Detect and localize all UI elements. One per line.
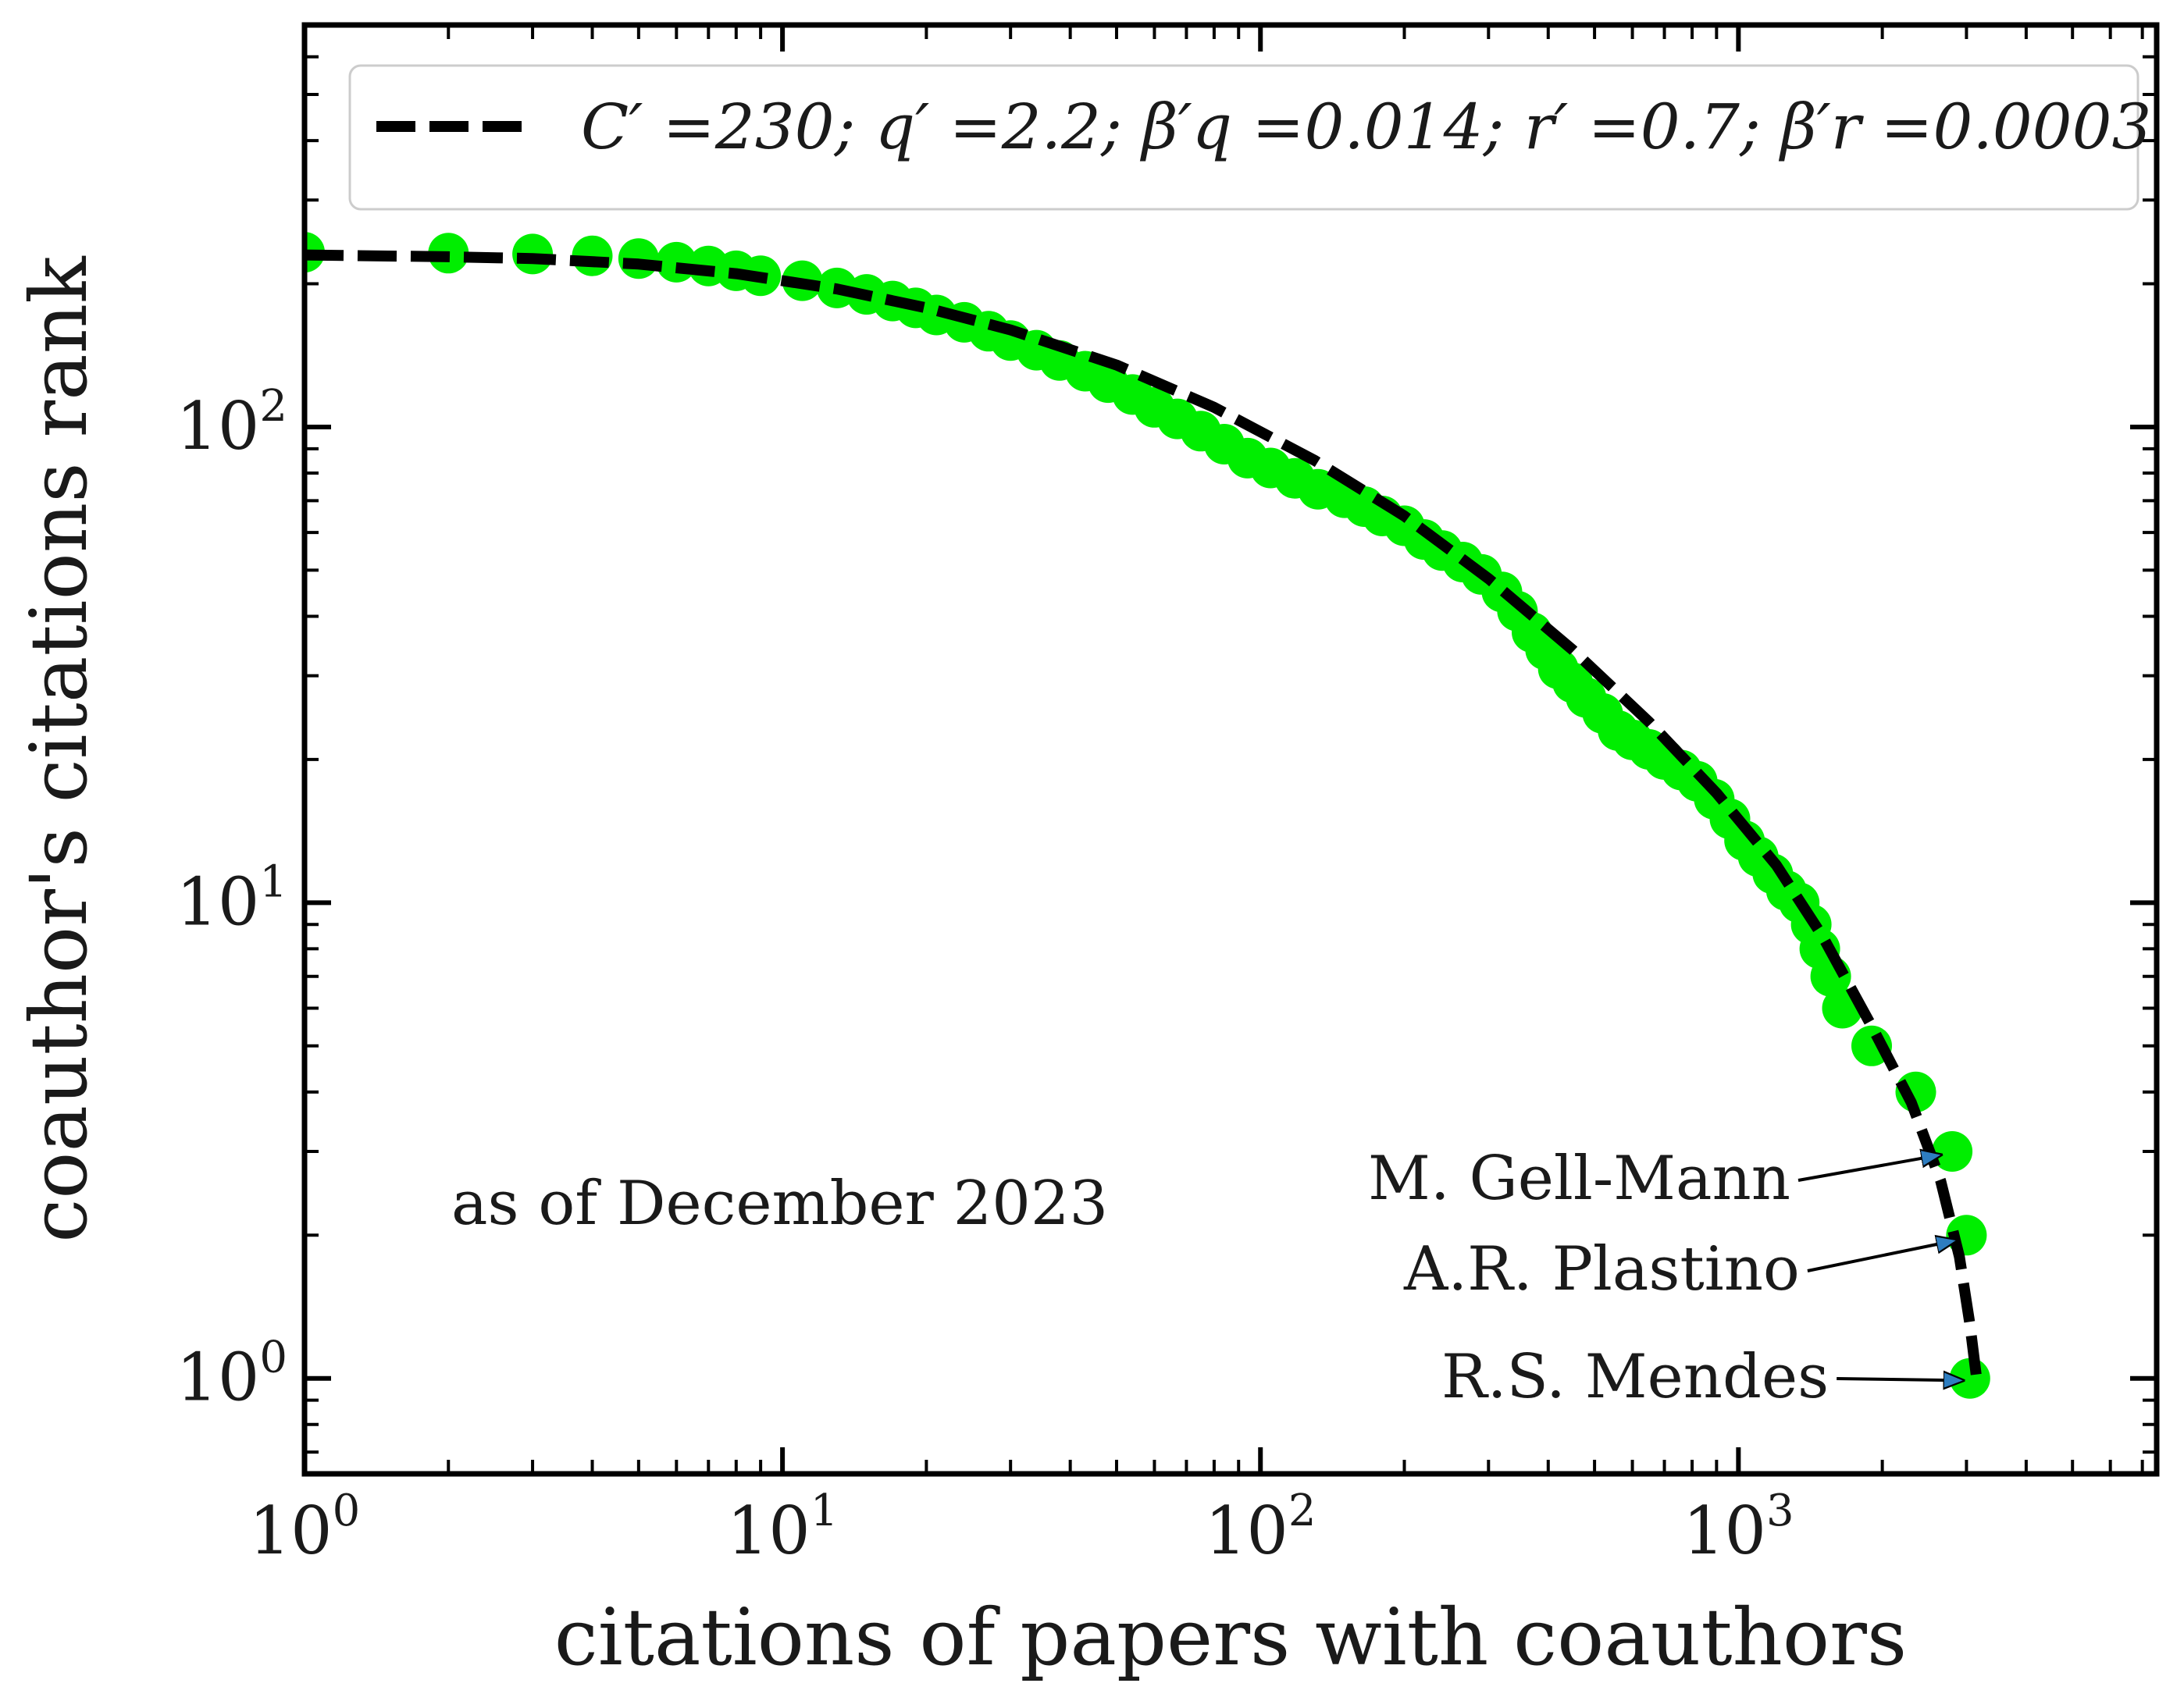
- annotation-mendes: R.S. Mendes: [1441, 1342, 1829, 1412]
- legend-entry-fit: C′ =230; q′ =2.2; β′q =0.014; r′ =0.7; β…: [581, 91, 2151, 163]
- x-tick-label-0: 100: [249, 1486, 361, 1569]
- fit-layer: [305, 249, 1983, 1379]
- annotation-arrow-1: [1797, 1155, 1940, 1182]
- x-tick-label-1: 101: [727, 1486, 839, 1569]
- annotation-gell-mann: M. Gell-Mann: [1368, 1144, 1790, 1214]
- fit-curve: [305, 249, 1983, 1379]
- y-tick-label-0: 100: [176, 1333, 287, 1416]
- annotation-arrow-2: [1807, 1240, 1956, 1272]
- legend-box: [348, 64, 2139, 211]
- legend: C′ =230; q′ =2.2; β′q =0.014; r′ =0.7; β…: [348, 64, 2151, 211]
- x-tick-label-3: 103: [1683, 1486, 1794, 1569]
- y-axis-label: coauthor's citations rank: [13, 255, 105, 1243]
- annotation-arrow-3: [1837, 1379, 1963, 1380]
- x-tick-label-2: 102: [1205, 1486, 1316, 1569]
- annotation-arrows: [1797, 1155, 1963, 1380]
- annotation-date: as of December 2023: [451, 1169, 1108, 1239]
- data-point-66: [1932, 1131, 1973, 1172]
- y-tick-label-2: 102: [176, 381, 287, 464]
- y-tick-label-1: 101: [176, 856, 287, 940]
- annotation-plastino: A.R. Plastino: [1403, 1234, 1800, 1304]
- x-axis-label: citations of papers with coauthors: [554, 1592, 1908, 1683]
- plot-frame: [301, 22, 2160, 1477]
